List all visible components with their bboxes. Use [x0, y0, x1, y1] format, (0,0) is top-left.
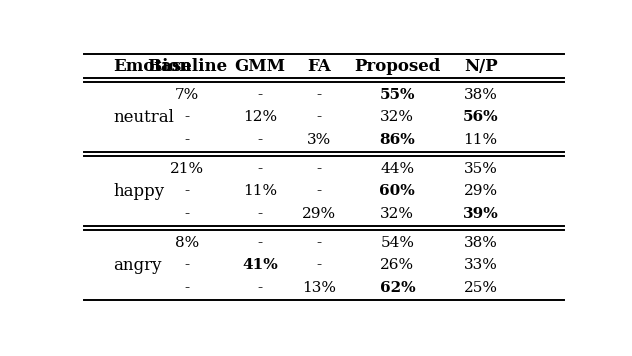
Text: -: - — [258, 207, 263, 221]
Text: -: - — [258, 236, 263, 250]
Text: Baseline: Baseline — [147, 58, 227, 74]
Text: 13%: 13% — [302, 281, 336, 295]
Text: 7%: 7% — [174, 88, 199, 102]
Text: Emotion: Emotion — [113, 58, 191, 74]
Text: 38%: 38% — [464, 236, 497, 250]
Text: Proposed: Proposed — [354, 58, 441, 74]
Text: -: - — [184, 133, 190, 147]
Text: 44%: 44% — [380, 162, 415, 176]
Text: -: - — [258, 281, 263, 295]
Text: neutral: neutral — [113, 109, 174, 126]
Text: 3%: 3% — [307, 133, 331, 147]
Text: -: - — [317, 88, 322, 102]
Text: 38%: 38% — [464, 88, 497, 102]
Text: -: - — [317, 236, 322, 250]
Text: 54%: 54% — [380, 236, 415, 250]
Text: -: - — [317, 162, 322, 176]
Text: -: - — [184, 184, 190, 198]
Text: -: - — [317, 110, 322, 124]
Text: -: - — [258, 88, 263, 102]
Text: 39%: 39% — [463, 207, 499, 221]
Text: 33%: 33% — [464, 258, 497, 272]
Text: -: - — [317, 184, 322, 198]
Text: 25%: 25% — [464, 281, 497, 295]
Text: -: - — [258, 162, 263, 176]
Text: -: - — [184, 281, 190, 295]
Text: -: - — [258, 133, 263, 147]
Text: 29%: 29% — [464, 184, 497, 198]
Text: 11%: 11% — [464, 133, 497, 147]
Text: 32%: 32% — [380, 110, 415, 124]
Text: 86%: 86% — [379, 133, 415, 147]
Text: 60%: 60% — [379, 184, 415, 198]
Text: 62%: 62% — [380, 281, 415, 295]
Text: 26%: 26% — [380, 258, 415, 272]
Text: 11%: 11% — [243, 184, 277, 198]
Text: 21%: 21% — [170, 162, 204, 176]
Text: 12%: 12% — [243, 110, 277, 124]
Text: N/P: N/P — [464, 58, 497, 74]
Text: -: - — [184, 110, 190, 124]
Text: happy: happy — [113, 183, 164, 200]
Text: 35%: 35% — [464, 162, 497, 176]
Text: angry: angry — [113, 257, 162, 274]
Text: -: - — [184, 207, 190, 221]
Text: 41%: 41% — [242, 258, 278, 272]
Text: 29%: 29% — [302, 207, 336, 221]
Text: FA: FA — [307, 58, 331, 74]
Text: 56%: 56% — [463, 110, 499, 124]
Text: 32%: 32% — [380, 207, 415, 221]
Text: -: - — [317, 258, 322, 272]
Text: 8%: 8% — [174, 236, 199, 250]
Text: 55%: 55% — [380, 88, 415, 102]
Text: -: - — [184, 258, 190, 272]
Text: GMM: GMM — [234, 58, 286, 74]
